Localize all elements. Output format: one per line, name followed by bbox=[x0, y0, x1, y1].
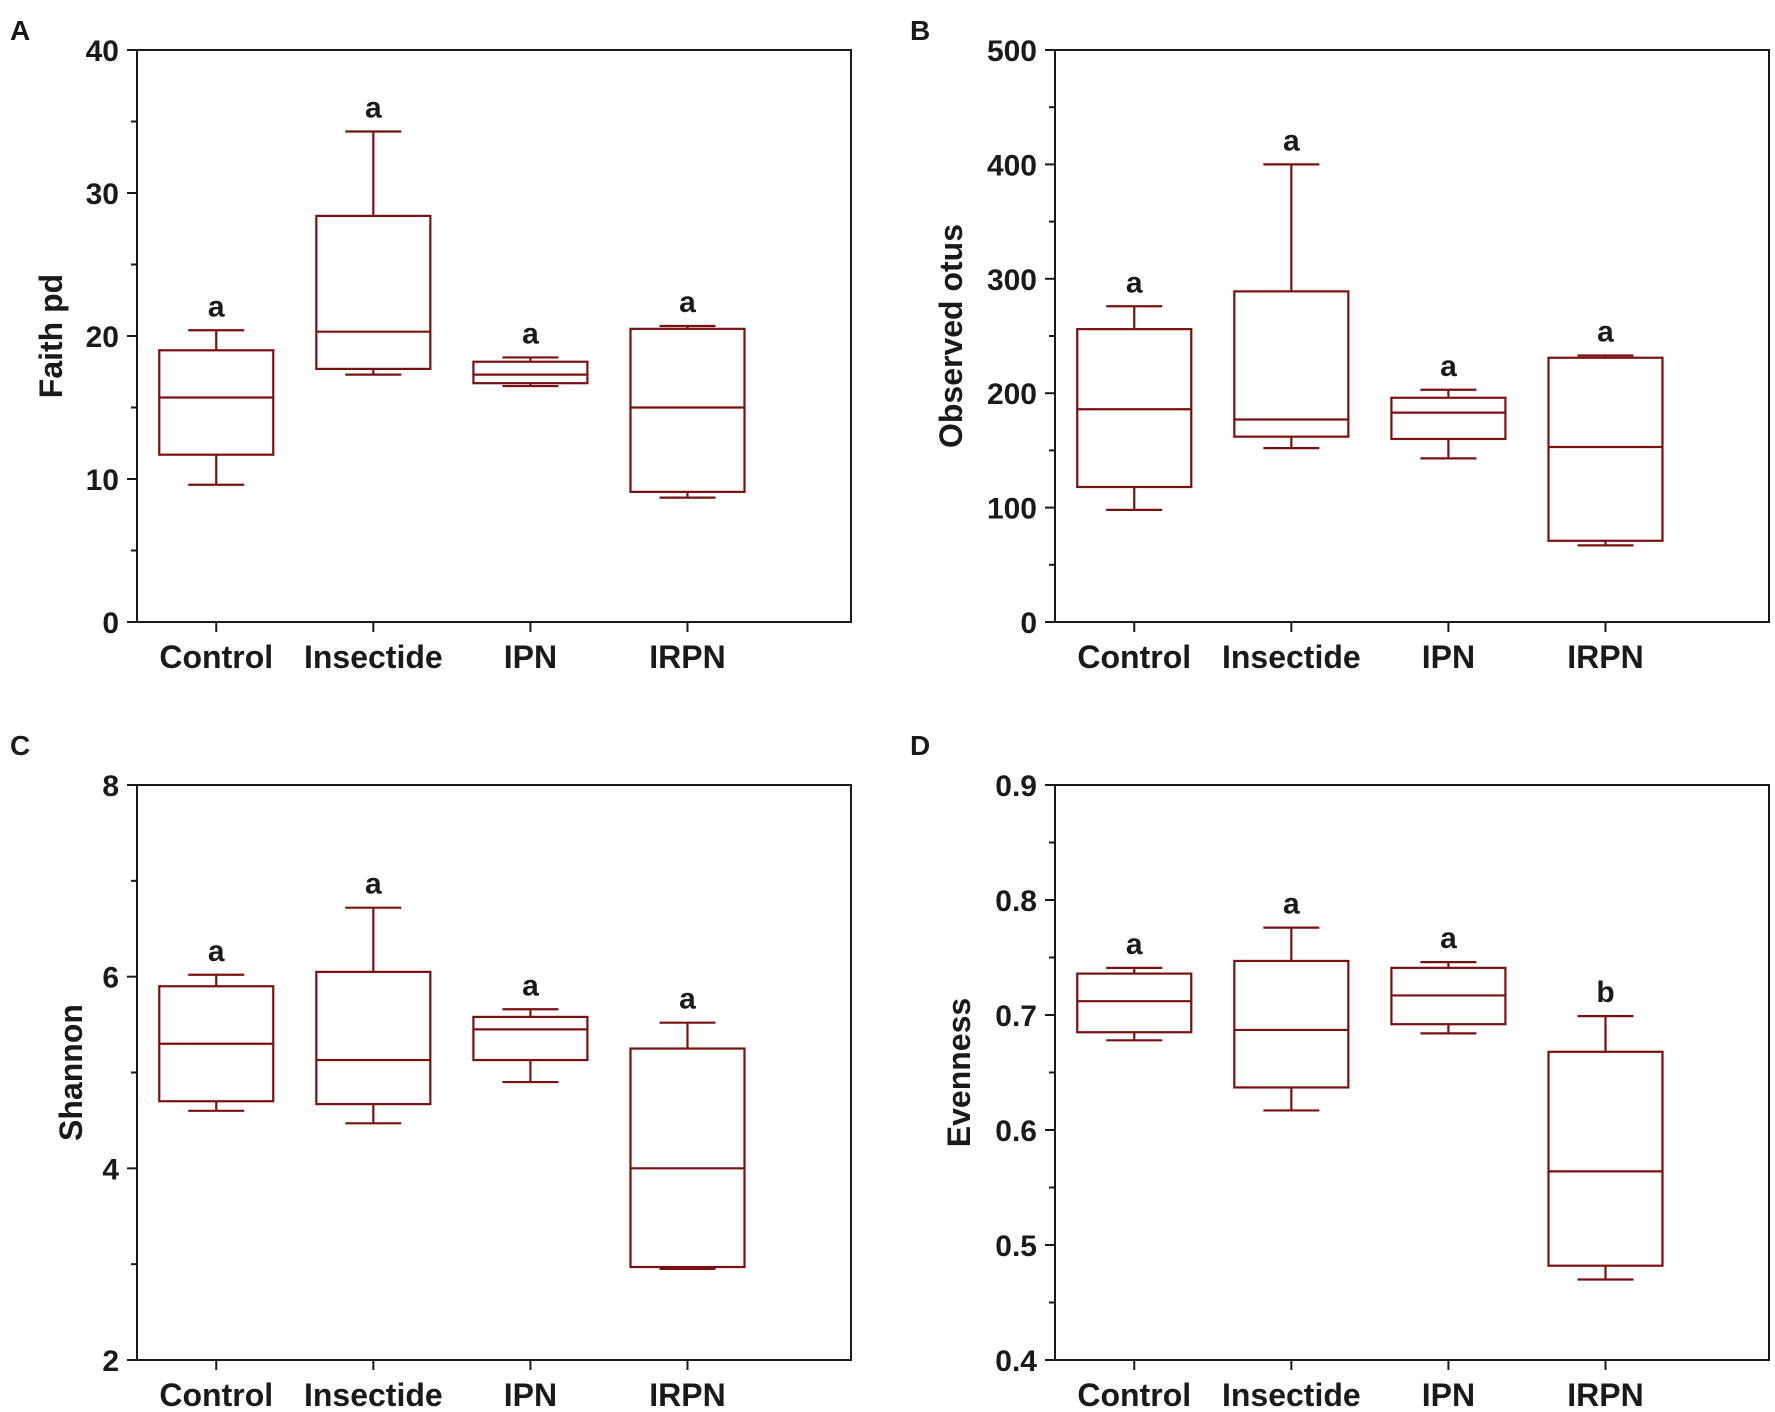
significance-letter: a bbox=[365, 868, 382, 901]
box-insectide: a bbox=[1233, 888, 1350, 1112]
iqr-box bbox=[629, 327, 746, 493]
box-ipn: a bbox=[1390, 922, 1507, 1035]
x-category-label: Insectide bbox=[304, 1377, 443, 1412]
box-ipn: a bbox=[472, 969, 589, 1084]
significance-letter: b bbox=[1596, 976, 1614, 1009]
significance-letter: a bbox=[208, 935, 225, 968]
box-irpn: a bbox=[1547, 315, 1664, 547]
box-irpn: a bbox=[629, 286, 746, 499]
x-category-label: Control bbox=[1077, 639, 1191, 675]
y-tick-label: 0.6 bbox=[995, 1115, 1037, 1148]
y-axis-title: Shannon bbox=[53, 1004, 89, 1141]
y-tick-label: 6 bbox=[102, 962, 119, 995]
y-axis-title: Evenness bbox=[941, 998, 977, 1147]
panel-b: B 0 100 200 300 400 500 Observed otus Control a In… bbox=[910, 15, 1770, 675]
iqr-box bbox=[1233, 959, 1350, 1089]
panel-letter: A bbox=[10, 15, 30, 46]
significance-letter: a bbox=[365, 92, 382, 125]
significance-letter: a bbox=[679, 983, 696, 1016]
box-insectide: a bbox=[315, 868, 432, 1125]
x-category-label: IRPN bbox=[649, 639, 725, 675]
x-category-label: IRPN bbox=[649, 1377, 725, 1412]
significance-letter: a bbox=[522, 969, 539, 1002]
y-tick-label: 0.9 bbox=[995, 770, 1037, 803]
y-tick-label: 30 bbox=[86, 178, 119, 211]
iqr-box bbox=[315, 970, 432, 1106]
box-ipn: a bbox=[472, 317, 589, 388]
y-tick-label: 20 bbox=[86, 321, 119, 354]
panel-c: C 2 4 6 8 Shannon Control a Insectide a IPN a IRPN a bbox=[10, 730, 852, 1412]
iqr-box bbox=[1547, 1050, 1664, 1267]
y-tick-label: 0.4 bbox=[995, 1345, 1037, 1378]
iqr-box bbox=[158, 349, 275, 456]
significance-letter: a bbox=[679, 286, 696, 319]
box-control: a bbox=[158, 935, 275, 1112]
iqr-box bbox=[1233, 290, 1350, 438]
x-category-label: IPN bbox=[504, 639, 557, 675]
x-category-label: IRPN bbox=[1567, 1377, 1643, 1412]
y-axis-title: Faith pd bbox=[33, 274, 69, 398]
x-category-label: IPN bbox=[1422, 1377, 1475, 1412]
box-irpn: b bbox=[1547, 976, 1664, 1281]
x-category-label: IPN bbox=[1422, 639, 1475, 675]
iqr-box bbox=[315, 214, 432, 370]
y-tick-label: 0.5 bbox=[995, 1230, 1037, 1263]
y-tick-label: 0.7 bbox=[995, 1000, 1037, 1033]
box-control: a bbox=[158, 290, 275, 486]
x-category-label: Control bbox=[159, 1377, 273, 1412]
panel-a: A 0 10 20 30 40 Faith pd Control a Insectide a IPN a… bbox=[10, 15, 852, 675]
box-insectide: a bbox=[1233, 124, 1350, 450]
y-axis-title: Observed otus bbox=[933, 224, 969, 448]
x-category-label: IPN bbox=[504, 1377, 557, 1412]
y-tick-label: 0 bbox=[1020, 607, 1037, 640]
iqr-box bbox=[629, 1047, 746, 1269]
y-tick-label: 8 bbox=[102, 770, 119, 803]
significance-letter: a bbox=[1283, 124, 1300, 157]
panel-d: D 0.4 0.5 0.6 0.7 0.8 0.9 Evenness Control a Insec… bbox=[910, 730, 1770, 1412]
y-tick-label: 0.8 bbox=[995, 885, 1037, 918]
significance-letter: a bbox=[208, 290, 225, 323]
box-insectide: a bbox=[315, 92, 432, 376]
box-control: a bbox=[1076, 266, 1193, 511]
iqr-box bbox=[1076, 328, 1193, 489]
iqr-box bbox=[1547, 356, 1664, 542]
x-category-label: Insectide bbox=[304, 639, 443, 675]
panel-letter: D bbox=[910, 730, 930, 761]
x-category-label: Control bbox=[159, 639, 273, 675]
y-tick-label: 10 bbox=[86, 464, 119, 497]
box-control: a bbox=[1076, 928, 1193, 1042]
iqr-box bbox=[472, 1015, 589, 1062]
y-tick-label: 200 bbox=[987, 378, 1037, 411]
significance-letter: a bbox=[1126, 928, 1143, 961]
y-tick-label: 2 bbox=[102, 1345, 119, 1378]
significance-letter: a bbox=[1440, 350, 1457, 383]
panel-letter: C bbox=[10, 730, 30, 761]
y-tick-label: 300 bbox=[987, 264, 1037, 297]
box-irpn: a bbox=[629, 983, 746, 1271]
y-tick-label: 4 bbox=[102, 1153, 119, 1186]
x-category-label: Insectide bbox=[1222, 1377, 1361, 1412]
panel-letter: B bbox=[910, 15, 930, 46]
y-tick-label: 100 bbox=[987, 493, 1037, 526]
significance-letter: a bbox=[1126, 266, 1143, 299]
significance-letter: a bbox=[1597, 315, 1614, 348]
significance-letter: a bbox=[522, 317, 539, 350]
iqr-box bbox=[472, 360, 589, 385]
y-tick-label: 0 bbox=[102, 607, 119, 640]
y-tick-label: 400 bbox=[987, 149, 1037, 182]
significance-letter: a bbox=[1440, 922, 1457, 955]
x-category-label: Control bbox=[1077, 1377, 1191, 1412]
iqr-box bbox=[1390, 396, 1507, 441]
y-tick-label: 40 bbox=[86, 35, 119, 68]
x-category-label: IRPN bbox=[1567, 639, 1643, 675]
y-tick-label: 500 bbox=[987, 35, 1037, 68]
box-ipn: a bbox=[1390, 350, 1507, 460]
x-category-label: Insectide bbox=[1222, 639, 1361, 675]
iqr-box bbox=[1076, 972, 1193, 1034]
significance-letter: a bbox=[1283, 888, 1300, 921]
